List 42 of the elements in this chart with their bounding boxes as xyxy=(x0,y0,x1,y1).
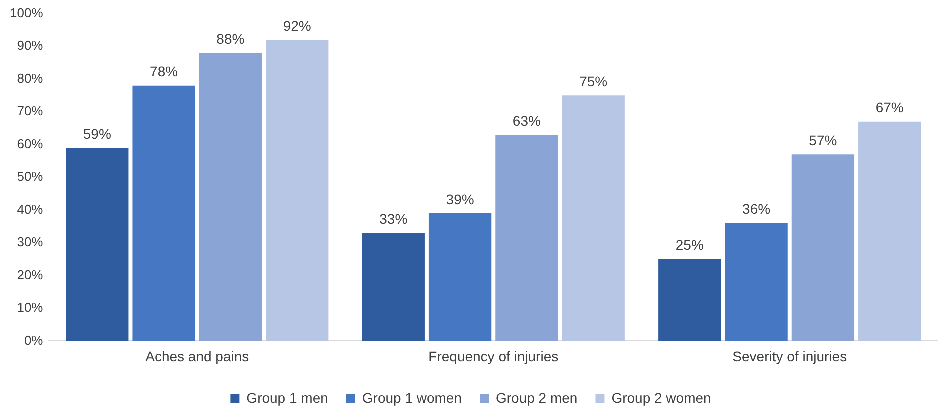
y-tick-label: 40% xyxy=(17,202,44,217)
bar xyxy=(496,134,558,342)
legend-label: Group 2 men xyxy=(496,390,578,406)
data-label: 25% xyxy=(676,237,704,254)
bar xyxy=(562,96,625,342)
data-label: 36% xyxy=(742,201,771,218)
y-tick-label: 100% xyxy=(10,5,44,20)
bar xyxy=(858,122,922,342)
bar xyxy=(792,154,855,342)
legend-label: Group 2 women xyxy=(612,390,712,406)
bar xyxy=(266,40,329,342)
bar xyxy=(428,214,492,342)
data-label: 92% xyxy=(283,18,312,34)
y-tick-label: 10% xyxy=(17,300,44,316)
data-label: 57% xyxy=(809,132,838,148)
x-tick-label: Aches and pains xyxy=(146,348,250,364)
y-tick-label: 0% xyxy=(24,332,44,348)
bar xyxy=(658,259,722,342)
data-label: 75% xyxy=(580,74,608,90)
y-tick-label: 80% xyxy=(17,70,44,86)
bar xyxy=(725,223,788,342)
y-tick-label: 70% xyxy=(17,104,44,119)
data-label: 78% xyxy=(150,64,178,80)
legend-label: Group 1 men xyxy=(246,390,328,406)
bar xyxy=(132,86,196,342)
x-tick-label: Severity of injuries xyxy=(732,348,848,364)
data-label: 63% xyxy=(512,112,541,129)
bar xyxy=(199,53,262,342)
y-tick-label: 50% xyxy=(17,169,44,184)
data-label: 39% xyxy=(446,191,474,208)
y-tick-label: 90% xyxy=(17,38,44,54)
data-label: 67% xyxy=(876,100,904,116)
bar xyxy=(362,233,425,342)
x-tick-label: Frequency of injuries xyxy=(428,348,559,364)
y-tick-label: 60% xyxy=(17,136,44,152)
legend-label: Group 1 women xyxy=(362,390,462,406)
y-tick-label: 30% xyxy=(17,234,44,250)
bar xyxy=(66,148,129,342)
y-tick-label: 20% xyxy=(17,267,44,282)
data-label: 33% xyxy=(380,211,408,228)
data-label: 59% xyxy=(83,126,112,142)
data-label: 88% xyxy=(216,30,245,47)
